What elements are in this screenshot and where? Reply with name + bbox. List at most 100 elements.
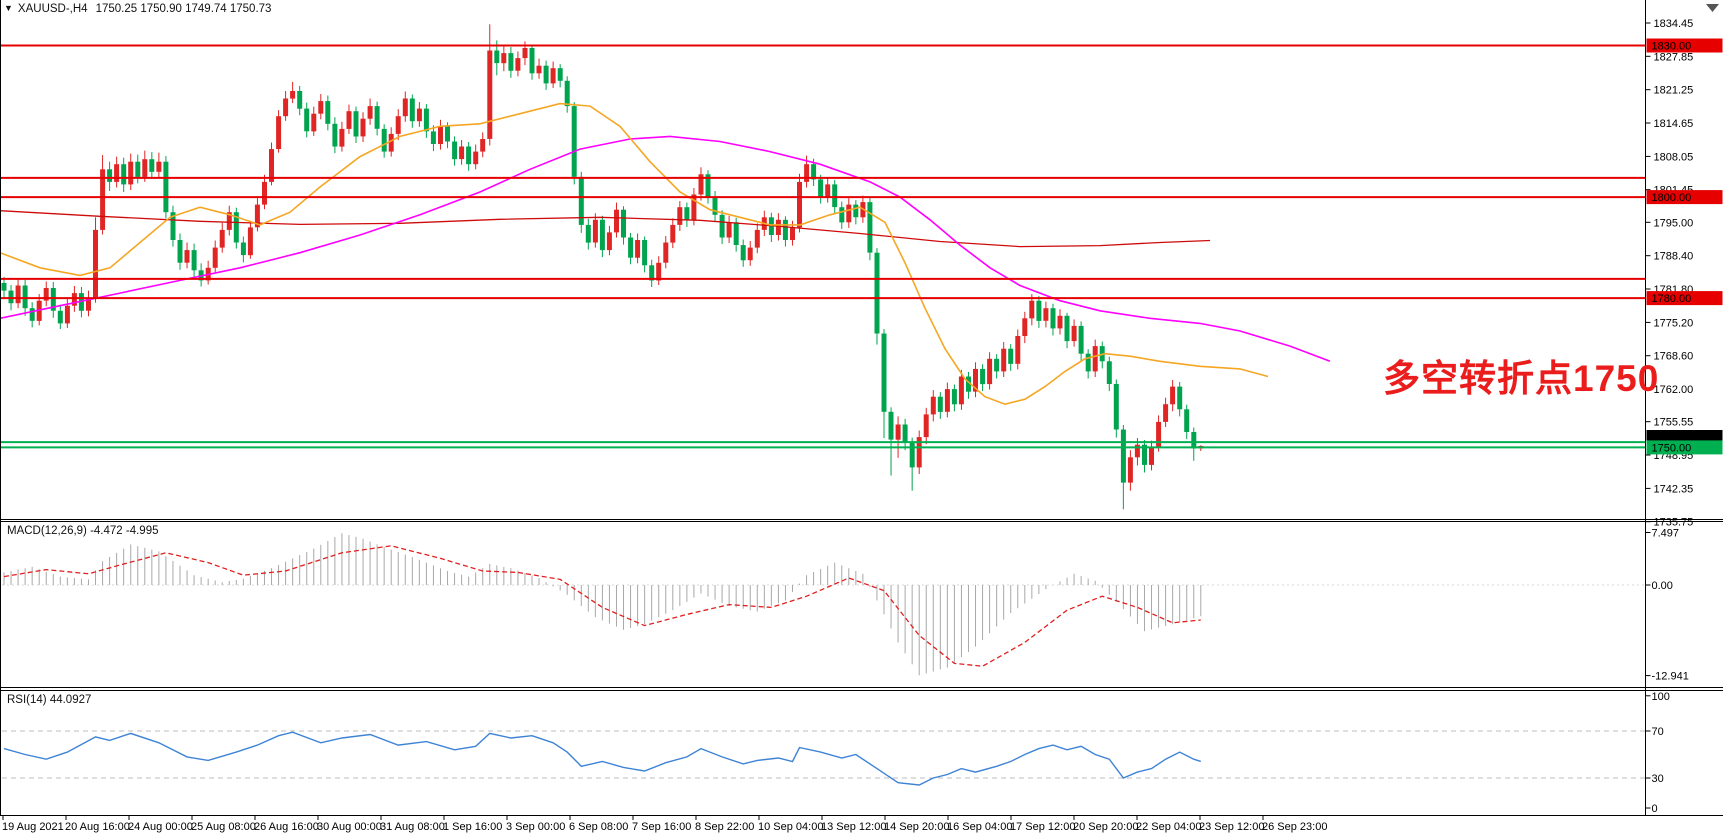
candle-body [1022, 318, 1028, 336]
ohlc-values: 1750.25 1750.90 1749.74 1750.73 [95, 3, 272, 15]
candle-body [691, 194, 697, 220]
ma-mid-magenta [0, 135, 1331, 363]
candle-body [423, 108, 429, 132]
level-price-label-text: 1780.00 [1652, 293, 1692, 305]
candle-body [902, 424, 908, 443]
time-tick-label: 26 Aug 16:00 [254, 821, 319, 833]
candle-body [775, 219, 781, 235]
candle-body [585, 224, 591, 243]
candle-body [494, 50, 500, 64]
chart-scroll-marker-icon[interactable] [1706, 4, 1719, 12]
candle-body [881, 333, 887, 412]
price-tick-label: 1827.85 [1654, 51, 1694, 63]
candle-body [318, 101, 324, 114]
candle-body [621, 209, 626, 238]
candle-body [438, 126, 443, 144]
time-tick-label: 10 Sep 04:00 [758, 821, 823, 833]
candle-body [578, 176, 584, 225]
candle-body [191, 250, 197, 271]
symbol-timeframe-label: XAUUSD-,H4 [17, 3, 88, 15]
candle-body [649, 265, 655, 281]
candle-body [550, 68, 556, 84]
candle-body [473, 151, 479, 165]
candle-body [480, 139, 486, 152]
candle-body [642, 240, 648, 266]
candle-body [276, 116, 282, 149]
candle-body [740, 245, 746, 261]
candle-body [501, 53, 507, 64]
ma-fast-orange [0, 102, 1269, 406]
candle-body [867, 202, 873, 253]
candle-body [811, 164, 817, 180]
candle-body [1120, 429, 1126, 483]
candle-body [564, 80, 570, 107]
rsi-tick-label: 0 [1652, 803, 1658, 815]
ma-slow-red [0, 210, 1211, 248]
candle-body [754, 229, 760, 248]
candle-body [909, 442, 915, 468]
candle-body [29, 308, 35, 321]
candle-body [57, 310, 63, 324]
time-tick-label: 8 Sep 22:00 [695, 821, 754, 833]
price-tick-label: 1775.20 [1654, 317, 1694, 329]
candle-body [719, 214, 725, 238]
level-price-label-text: 1750.00 [1652, 442, 1692, 454]
candle-body [388, 133, 394, 152]
candle-body [86, 298, 91, 311]
candle-body [874, 252, 880, 334]
candle-body [698, 174, 704, 195]
candle-body [705, 174, 711, 197]
symbol-dropdown-icon[interactable]: ▼ [4, 3, 13, 13]
candle-body [1191, 432, 1197, 449]
candle-body [1149, 447, 1154, 465]
time-tick-label: 20 Aug 16:00 [65, 821, 130, 833]
candle-body [825, 184, 831, 197]
annotation-text: 多空转折点1750 [1383, 358, 1660, 399]
candle-body [1092, 346, 1098, 372]
candle-body [262, 181, 267, 205]
candle-body [128, 161, 134, 185]
price-tick-label: 1821.25 [1654, 85, 1694, 97]
candlesticks-layer[interactable] [1, 24, 1204, 510]
time-tick-label: 25 Aug 08:00 [191, 821, 256, 833]
candle-body [1078, 325, 1084, 354]
candle-body [797, 181, 802, 228]
candle-body [1036, 300, 1042, 321]
candle-body [487, 50, 493, 139]
rsi-tick-label: 30 [1652, 773, 1664, 785]
time-tick-label: 16 Sep 04:00 [947, 821, 1012, 833]
candle-body [782, 219, 788, 240]
chart-header: ▼ XAUUSD-,H4 1750.25 1750.90 1749.74 1750.… [4, 3, 271, 15]
candle-body [1043, 308, 1049, 321]
time-tick-label: 23 Sep 12:00 [1199, 821, 1264, 833]
candle-body [1184, 409, 1190, 432]
macd-histogram [3, 533, 1202, 676]
candle-body [543, 65, 549, 84]
candle-body [142, 159, 148, 177]
candle-body [839, 207, 845, 223]
candle-body [1029, 300, 1035, 319]
candle-body [114, 164, 120, 182]
level-price-label [1646, 440, 1723, 455]
candle-body [8, 290, 14, 304]
price-tick-label: 1808.05 [1654, 151, 1694, 163]
level-price-label [1646, 291, 1723, 306]
time-tick-label: 17 Sep 12:00 [1010, 821, 1075, 833]
candle-body [895, 424, 901, 440]
time-tick-label: 13 Sep 12:00 [821, 821, 886, 833]
candle-body [1177, 386, 1183, 410]
candle-body [663, 242, 669, 263]
candle-body [747, 247, 753, 261]
candle-body [966, 376, 971, 392]
level-price-label [1646, 38, 1723, 53]
candle-body [606, 232, 612, 251]
candle-body [332, 123, 338, 147]
candle-body [367, 106, 373, 119]
macd-tick-label: 7.497 [1652, 528, 1680, 540]
candle-body [522, 48, 528, 59]
candle-body [944, 389, 950, 412]
candle-body [804, 164, 810, 182]
candle-body [571, 106, 577, 177]
candle-body [557, 68, 563, 81]
